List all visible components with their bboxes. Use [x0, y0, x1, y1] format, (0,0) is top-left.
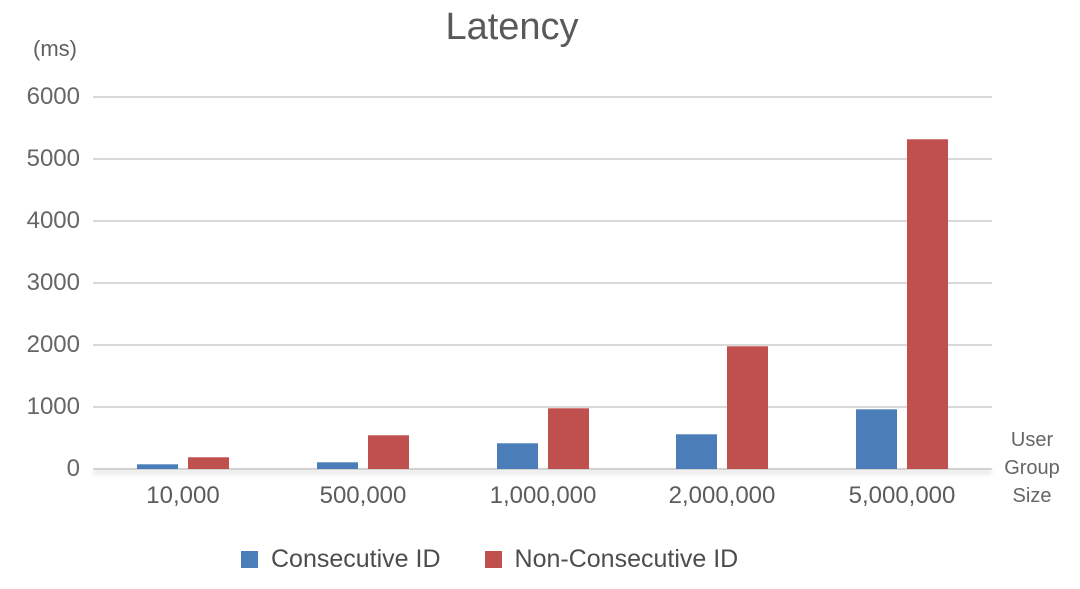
- bar-non-consecutive-id-1000000: [548, 408, 589, 469]
- bar-consecutive-id-2000000: [676, 434, 717, 469]
- baseline-shadow: [93, 470, 992, 474]
- chart-title: Latency: [445, 6, 579, 48]
- legend-item-non-consecutive-id: Non-Consecutive ID: [484, 545, 739, 574]
- bar-consecutive-id-5000000: [856, 409, 897, 469]
- y-tick-label-6000: 6000: [26, 83, 80, 110]
- legend-item-consecutive-id: Consecutive ID: [241, 545, 441, 574]
- x-tick-label-5000000: 5,000,000: [848, 482, 956, 509]
- legend-swatch-icon: [241, 551, 258, 568]
- gridline-3000: [93, 282, 992, 284]
- bar-non-consecutive-id-500000: [368, 435, 409, 469]
- gridline-1000: [93, 406, 992, 408]
- legend-swatch-icon: [484, 551, 502, 568]
- x-tick-label-10000: 10,000: [146, 482, 220, 509]
- bar-consecutive-id-1000000: [497, 443, 538, 469]
- x-axis-title-line: Size: [1012, 485, 1052, 507]
- y-tick-label-4000: 4000: [26, 207, 80, 234]
- y-tick-label-1000: 1000: [26, 393, 80, 420]
- legend-label: Non-Consecutive ID: [514, 545, 739, 573]
- x-tick-label-2000000: 2,000,000: [668, 482, 776, 509]
- y-axis-unit-label: (ms): [33, 36, 77, 61]
- x-axis-title-line: User: [1010, 429, 1054, 451]
- gridline-0: [93, 468, 992, 470]
- x-axis-title-line: Group: [1004, 457, 1060, 479]
- legend-label: Consecutive ID: [271, 545, 441, 573]
- y-tick-label-0: 0: [66, 455, 80, 482]
- x-tick-label-1000000: 1,000,000: [489, 482, 597, 509]
- bar-non-consecutive-id-5000000: [907, 139, 948, 469]
- gridline-4000: [93, 220, 992, 222]
- bar-non-consecutive-id-2000000: [727, 346, 768, 469]
- bar-consecutive-id-10000: [137, 464, 178, 469]
- bar-non-consecutive-id-10000: [188, 457, 229, 469]
- y-tick-label-2000: 2000: [26, 331, 80, 358]
- gridline-2000: [93, 344, 992, 346]
- y-tick-label-5000: 5000: [26, 145, 80, 172]
- gridline-6000: [93, 96, 992, 98]
- gridline-5000: [93, 158, 992, 160]
- x-axis-title: User Group Size: [991, 426, 1073, 510]
- x-tick-label-500000: 500,000: [319, 482, 407, 509]
- y-tick-label-3000: 3000: [26, 269, 80, 296]
- chart-legend: Consecutive ID Non-Consecutive ID: [241, 545, 738, 574]
- bar-consecutive-id-500000: [317, 462, 358, 469]
